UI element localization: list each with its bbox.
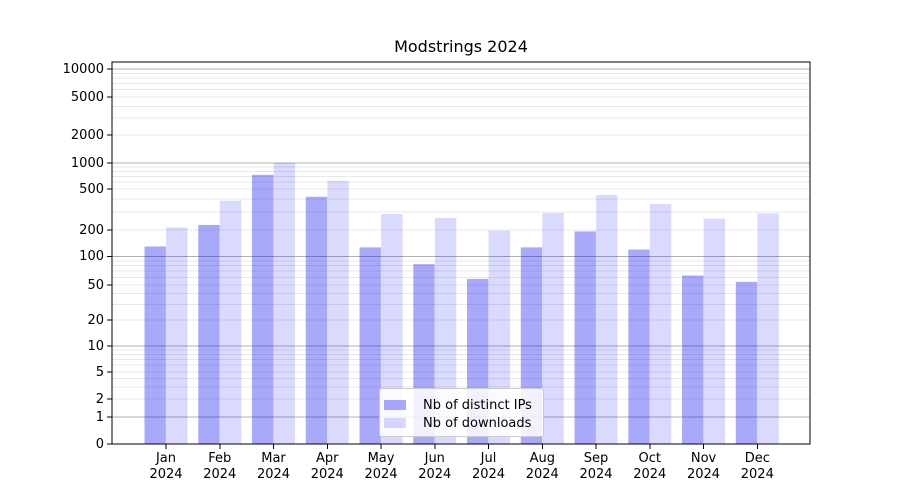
y-tick-label-1000: 1000 — [70, 155, 104, 171]
x-tick-month: Jan — [155, 451, 177, 466]
y-tick-label-2: 2 — [95, 391, 104, 407]
bar-nb-of-distinct-ips-may — [359, 247, 381, 444]
legend-item-nb-of-distinct-ips: Nb of distinct IPs — [384, 396, 543, 414]
x-tick-year: 2024 — [310, 467, 344, 482]
legend-item-nb-of-downloads: Nb of downloads — [384, 414, 543, 432]
x-tick-month: Sep — [583, 451, 609, 466]
x-tick-month: Mar — [261, 451, 286, 466]
x-tick-label-mar: Mar 2024 — [244, 451, 304, 483]
y-tick-label-100: 100 — [79, 249, 104, 264]
x-tick-year: 2024 — [525, 467, 559, 482]
bar-nb-of-downloads-mar — [273, 162, 296, 444]
chart-title: Modstrings 2024 — [394, 37, 528, 56]
bar-nb-of-downloads-sep — [596, 195, 618, 444]
bar-nb-of-distinct-ips-dec — [735, 281, 758, 444]
bar-nb-of-downloads-feb — [219, 200, 242, 444]
x-tick-label-apr: Apr 2024 — [297, 451, 357, 483]
legend-label: Nb of distinct IPs — [423, 397, 532, 413]
y-tick-label-10000: 10000 — [62, 61, 104, 77]
y-tick-label-5: 5 — [95, 364, 104, 380]
y-tick-label-2000: 2000 — [70, 127, 104, 143]
x-tick-year: 2024 — [203, 467, 237, 482]
bar-nb-of-downloads-aug — [542, 212, 564, 444]
x-tick-label-aug: Aug 2024 — [512, 451, 572, 483]
x-tick-year: 2024 — [256, 467, 291, 482]
bar-nb-of-distinct-ips-nov — [682, 275, 704, 444]
legend: Nb of distinct IPs Nb of downloads — [379, 388, 544, 437]
x-tick-month: Feb — [208, 451, 232, 466]
legend-swatch-nb-of-downloads — [384, 418, 406, 428]
y-tick-label-50: 50 — [87, 277, 104, 293]
bar-nb-of-downloads-nov — [703, 218, 726, 444]
y-tick-label-200: 200 — [79, 222, 104, 238]
x-tick-month: Apr — [316, 451, 339, 466]
x-tick-year: 2024 — [364, 467, 398, 482]
x-tick-year: 2024 — [740, 467, 774, 482]
x-tick-year: 2024 — [686, 467, 721, 482]
bar-nb-of-distinct-ips-apr — [305, 196, 328, 444]
bar-nb-of-distinct-ips-jan — [144, 246, 166, 444]
x-tick-label-jul: Jul 2024 — [459, 451, 519, 483]
x-tick-label-oct: Oct 2024 — [620, 451, 680, 483]
y-tick-label-10: 10 — [87, 338, 104, 354]
x-tick-label-nov: Nov 2024 — [674, 451, 734, 483]
x-tick-label-jun: Jun 2024 — [405, 451, 465, 483]
bar-nb-of-distinct-ips-oct — [628, 249, 650, 444]
bar-nb-of-distinct-ips-feb — [198, 224, 220, 444]
bar-nb-of-downloads-jan — [166, 227, 188, 444]
y-tick-label-500: 500 — [79, 181, 104, 197]
x-tick-month: Oct — [638, 451, 662, 466]
x-tick-label-jan: Jan 2024 — [136, 451, 196, 483]
legend-swatch-nb-of-distinct-ips — [384, 400, 406, 410]
bar-nb-of-downloads-dec — [757, 213, 779, 444]
legend-label: Nb of downloads — [423, 415, 532, 431]
x-tick-year: 2024 — [149, 467, 183, 482]
bar-nb-of-distinct-ips-mar — [252, 174, 274, 445]
bar-nb-of-distinct-ips-sep — [574, 231, 596, 444]
bar-nb-of-downloads-jun — [434, 217, 457, 444]
x-tick-label-feb: Feb 2024 — [190, 451, 250, 483]
x-tick-month: Nov — [690, 451, 717, 466]
x-tick-month: Aug — [529, 451, 555, 466]
x-tick-month: Jun — [424, 451, 445, 466]
x-tick-month: May — [367, 451, 395, 466]
bar-nb-of-downloads-oct — [649, 203, 672, 444]
x-tick-label-dec: Dec 2024 — [727, 451, 787, 483]
plot-border — [111, 61, 811, 445]
x-tick-month: Jul — [480, 451, 497, 466]
x-tick-label-sep: Sep 2024 — [566, 451, 626, 483]
x-tick-year: 2024 — [633, 467, 667, 482]
y-tick-label-0: 0 — [95, 436, 104, 452]
x-tick-year: 2024 — [471, 467, 506, 482]
x-tick-year: 2024 — [579, 467, 613, 482]
x-tick-label-may: May 2024 — [351, 451, 411, 483]
y-tick-label-20: 20 — [87, 312, 104, 328]
bar-nb-of-downloads-may — [381, 213, 403, 444]
y-tick-label-1: 1 — [95, 409, 104, 425]
y-tick-label-5000: 5000 — [70, 89, 104, 105]
x-tick-month: Dec — [744, 451, 770, 466]
x-tick-year: 2024 — [418, 467, 452, 482]
bar-nb-of-downloads-apr — [327, 180, 349, 444]
